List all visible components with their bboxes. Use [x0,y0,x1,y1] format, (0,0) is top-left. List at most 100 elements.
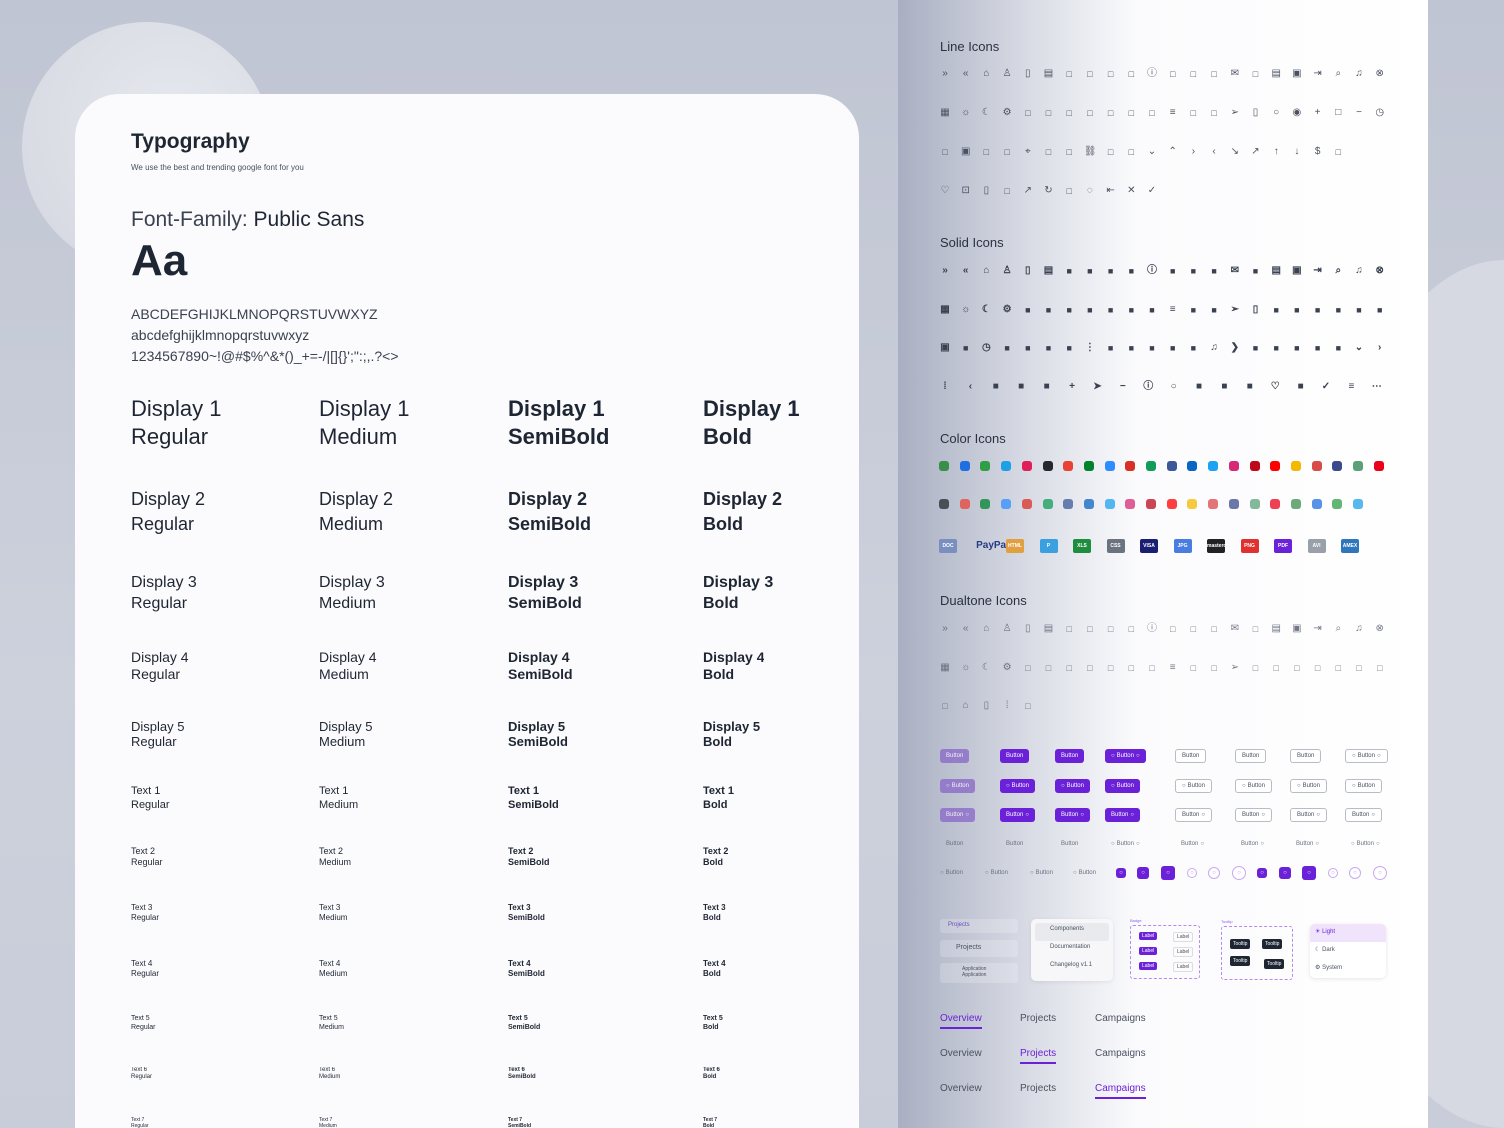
trash-icon[interactable]: ▯ [1252,304,1259,315]
globe-icon[interactable]: □ [1066,624,1072,634]
note-icon[interactable]: □ [1066,186,1072,196]
smile-icon[interactable]: ■ [1252,343,1259,353]
chevrons-right-icon[interactable]: » [942,265,948,276]
trend-up-icon[interactable]: ↗ [1251,146,1260,157]
chat-bubbles-icon[interactable]: □ [1045,108,1052,118]
paperclip-icon[interactable]: ■ [992,381,999,392]
rss-icon[interactable]: □ [1087,624,1093,634]
chat-bubbles-icon[interactable]: ■ [1045,305,1052,315]
facebook-icon[interactable] [1166,461,1177,471]
calendar-icon[interactable]: ▣ [1292,68,1302,79]
pie-chart-icon[interactable]: ■ [1087,305,1093,315]
camera-icon[interactable]: □ [1314,663,1321,673]
visa-icon[interactable] [959,499,970,509]
lock-icon[interactable]: ⊡ [961,185,970,196]
bar-chart-icon[interactable]: ■ [1018,381,1025,392]
file-icon[interactable]: ▯ [1025,623,1031,634]
pie-chart-icon[interactable]: ■ [1107,343,1114,353]
button[interactable]: ○ Button ○ [1105,749,1146,763]
chat-icon[interactable]: □ [1169,69,1176,79]
chevron-down-icon[interactable]: ⌄ [1147,146,1157,157]
check-square-icon[interactable]: ■ [1066,343,1072,353]
button[interactable]: Button [1055,837,1084,851]
plus-icon[interactable]: + [1069,381,1075,392]
bell-icon[interactable]: ♫ [1210,342,1218,353]
close-circle-icon[interactable]: ⊗ [1375,623,1384,634]
car-icon[interactable]: ■ [962,343,969,353]
button[interactable]: ○ Button [1030,866,1053,880]
user-icon[interactable]: ♙ [1002,68,1012,79]
tab-overview[interactable]: Overview [940,1013,982,1029]
icon-button[interactable]: ○ [1257,868,1267,878]
search-icon[interactable]: ⌕ [1335,623,1342,634]
layers-icon[interactable]: □ [1376,663,1383,673]
card-icon[interactable]: □ [1107,147,1114,157]
nav-item-application[interactable]: Application Application [940,963,1018,983]
menu-icon[interactable]: ≡ [1348,381,1355,392]
tray-icon[interactable] [1290,461,1301,471]
toggle-icon[interactable]: ■ [1128,343,1135,353]
ethereum-icon[interactable] [1021,499,1032,509]
opera-icon[interactable] [1146,499,1156,509]
copy-icon[interactable]: □ [1335,147,1342,157]
mail-icon[interactable]: ✉ [1230,623,1239,634]
more-icon[interactable]: ⋯ [1371,381,1382,392]
bell-icon[interactable]: ♫ [1355,68,1363,79]
edit-icon[interactable]: ■ [1128,305,1135,315]
paperclip-icon[interactable]: □ [1211,663,1217,673]
box-icon[interactable]: □ [942,701,948,711]
theme-option-light[interactable]: ☀ Light [1310,924,1386,942]
code-icon[interactable]: □ [1356,663,1362,673]
basket-icon[interactable]: ■ [1190,266,1197,276]
bag-icon[interactable]: □ [1128,69,1135,79]
login-icon[interactable]: ⇤ [1106,185,1115,196]
file-icon[interactable]: ▯ [1025,265,1031,276]
file-text-icon[interactable]: ■ [1025,305,1031,315]
diamond-icon[interactable]: ■ [1335,305,1342,315]
play-icon[interactable]: ❯ [1230,342,1239,353]
messages-icon[interactable]: ■ [1149,305,1155,315]
skrill-icon[interactable] [939,499,949,509]
tab-campaigns[interactable]: Campaigns [1095,1083,1146,1099]
clock-icon[interactable]: ◷ [982,342,991,353]
brand-mastercard-icon[interactable]: mastercard [1207,539,1225,553]
link-icon[interactable]: ⛓ [1083,146,1097,157]
briefcase-icon[interactable]: □ [942,147,948,157]
calendar-icon[interactable]: ▣ [960,146,971,157]
edit-icon[interactable]: □ [1128,108,1135,118]
button[interactable]: Button ○ [1105,808,1140,822]
sun-icon[interactable]: ☼ [961,107,971,118]
chevron-right-icon[interactable]: › [1378,342,1382,353]
mail-icon[interactable]: ✉ [1230,68,1239,79]
citi-icon[interactable] [1332,461,1343,471]
sun-icon[interactable]: ☼ [961,304,971,315]
chevrons-right-icon[interactable]: » [942,68,948,79]
clock-icon[interactable]: ◷ [1375,107,1385,118]
button[interactable]: Button [1000,749,1030,763]
grid-icon[interactable]: ▦ [940,107,950,118]
button[interactable]: ○ Button [1290,779,1327,793]
chat-icon[interactable]: ■ [1169,266,1176,276]
trend-icon[interactable]: ↗ [1023,185,1032,196]
chat-icon[interactable]: ■ [1294,343,1300,353]
calendar-icon[interactable]: ▣ [940,342,950,353]
headset-icon[interactable]: □ [1211,624,1217,634]
dollar-icon[interactable]: $ [1314,146,1321,157]
gmail-icon[interactable] [1125,461,1136,471]
key-icon[interactable]: ■ [1149,343,1155,353]
scan-icon[interactable]: □ [1025,701,1031,711]
copy-icon[interactable]: ■ [1195,381,1203,392]
paperclip-icon[interactable]: □ [1211,108,1217,118]
camera-icon[interactable]: □ [1066,147,1072,157]
pie-chart-icon[interactable]: □ [1087,108,1093,118]
slack-icon[interactable]: ■ [1025,343,1031,353]
icon-button[interactable]: ○ [1302,866,1316,880]
tab-campaigns[interactable]: Campaigns [1095,1013,1146,1024]
brand-doc-icon[interactable]: DOC [939,539,957,553]
theme-option-system[interactable]: ⚙ System [1310,960,1386,978]
file-icon[interactable]: ▯ [1025,68,1031,79]
minus-icon[interactable]: − [1356,107,1362,118]
comment-icon[interactable]: ■ [1190,305,1197,315]
chevrons-left-icon[interactable]: « [962,68,969,79]
trash-icon[interactable]: ▯ [1252,107,1259,118]
